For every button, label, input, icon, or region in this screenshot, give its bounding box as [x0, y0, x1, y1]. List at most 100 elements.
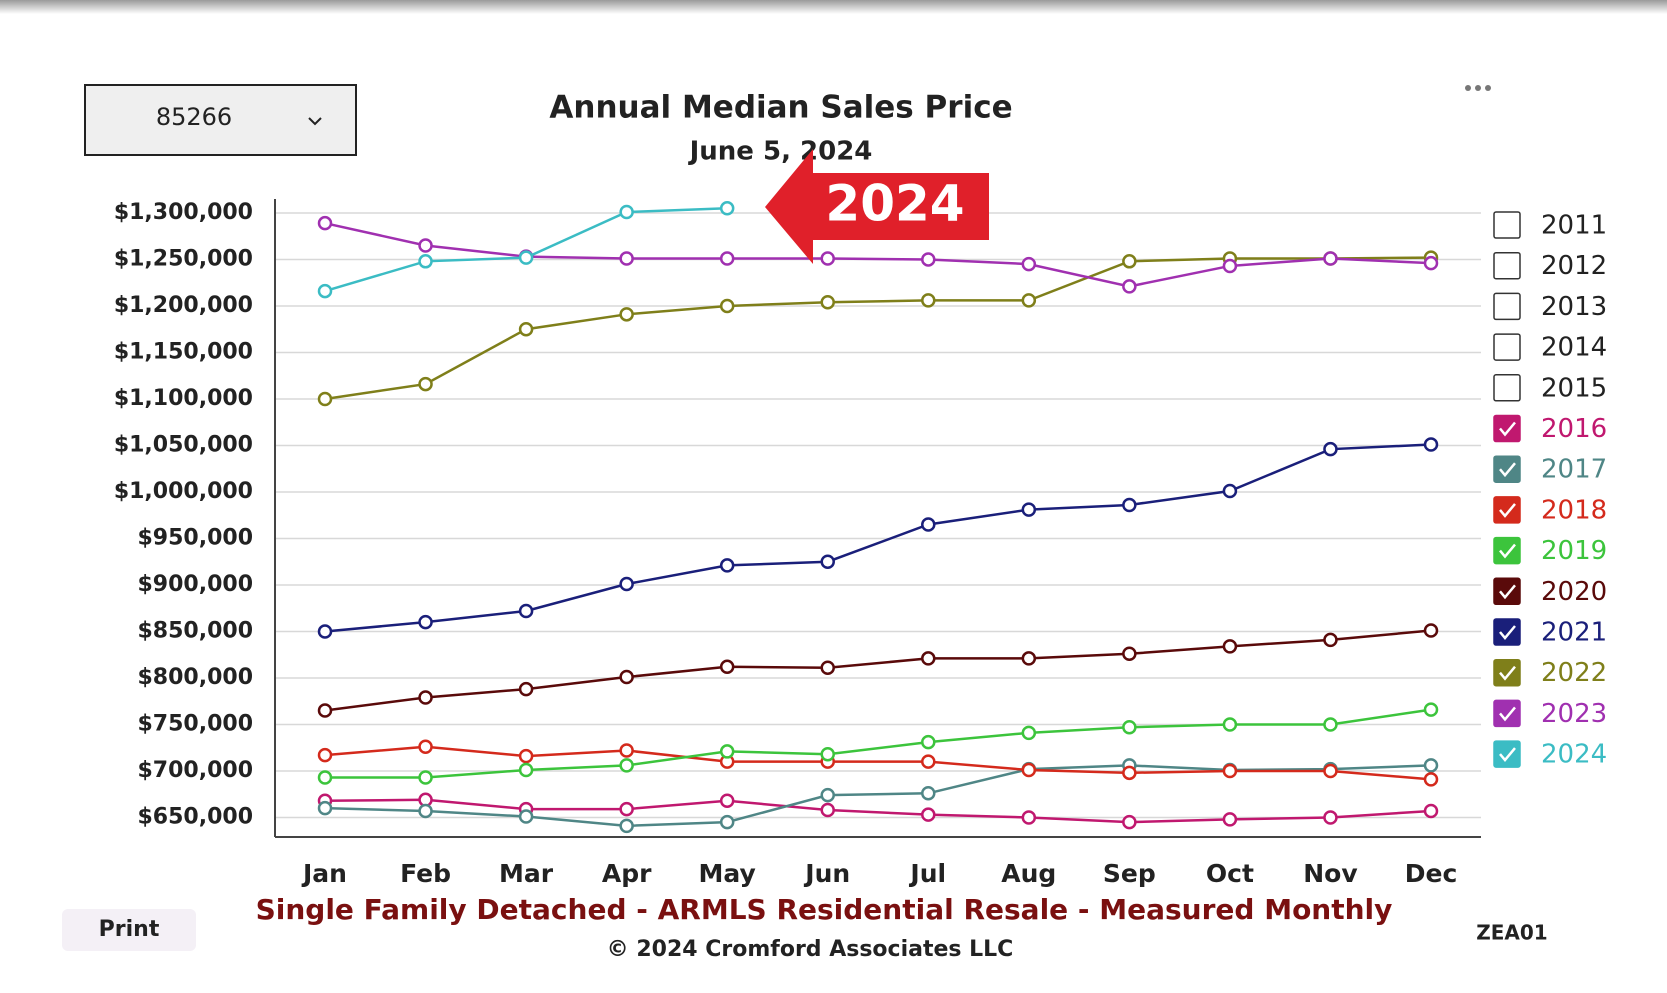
data-point [619, 758, 634, 773]
data-point [1122, 279, 1137, 294]
legend-checkbox[interactable] [1493, 251, 1521, 280]
data-point [1222, 717, 1238, 732]
legend-label: 2012 [1541, 251, 1607, 281]
data-point [619, 204, 634, 220]
data-point [1021, 762, 1037, 778]
y-tick-label: $1,300,000 [114, 200, 253, 225]
x-tick-label: Jan [301, 859, 347, 888]
data-point [1222, 812, 1238, 827]
x-tick-label: Apr [602, 859, 652, 888]
data-point [1021, 502, 1037, 517]
data-point [317, 624, 333, 639]
legend-checkbox[interactable] [1493, 658, 1521, 687]
dropdown-chevron [308, 117, 322, 126]
legend-label: 2020 [1541, 577, 1607, 607]
data-point [418, 254, 433, 269]
legend-label: 2017 [1541, 455, 1607, 485]
data-point [1122, 646, 1137, 662]
legend-checkbox[interactable] [1493, 618, 1521, 646]
legend-checkbox[interactable] [1493, 211, 1521, 239]
data-point [619, 307, 634, 322]
legend-check [1499, 421, 1516, 437]
data-point [719, 659, 735, 675]
copyright: © 2024 Cromford Associates LLC [607, 937, 1014, 962]
print-label: Print [99, 917, 160, 942]
legend-checkbox[interactable] [1493, 333, 1521, 361]
data-point [1122, 765, 1137, 781]
legend-checkbox[interactable] [1493, 292, 1521, 321]
data-point [1323, 810, 1338, 825]
legend-check [1499, 584, 1516, 600]
data-point [921, 293, 936, 308]
data-point [1021, 810, 1037, 825]
series-line [324, 798, 1432, 824]
x-tick-label: Jun [803, 859, 850, 888]
y-tick-label: $950,000 [137, 525, 253, 550]
data-point [820, 554, 835, 569]
x-tick-label: Sep [1103, 859, 1156, 888]
data-point [820, 660, 835, 675]
series-line [324, 443, 1432, 633]
data-point [619, 251, 634, 266]
y-tick-label: $1,150,000 [114, 339, 253, 364]
data-point [1423, 255, 1439, 271]
data-point [1323, 251, 1338, 266]
data-point [619, 576, 634, 592]
data-point [518, 681, 534, 697]
data-point [1021, 293, 1037, 308]
legend-checkbox[interactable] [1493, 699, 1521, 728]
x-tick-label: Mar [499, 859, 554, 888]
menu-dots[interactable] [1465, 85, 1491, 91]
data-point [317, 800, 333, 816]
y-tick-label: $900,000 [137, 572, 253, 597]
legend-label: 2018 [1541, 495, 1607, 525]
legend-checkbox[interactable] [1493, 740, 1521, 768]
legend-label: 2022 [1541, 658, 1607, 688]
legend-checkbox[interactable] [1493, 455, 1521, 483]
data-point [518, 748, 534, 764]
x-tick-label: Oct [1206, 859, 1254, 888]
data-point [518, 603, 534, 619]
data-point [317, 283, 333, 299]
legend-check [1499, 665, 1516, 681]
data-point [1323, 763, 1338, 779]
x-tick-label: Dec [1405, 859, 1458, 888]
legend-checkbox[interactable] [1493, 496, 1521, 524]
data-point [820, 251, 835, 266]
data-point [719, 558, 735, 573]
data-point [1222, 483, 1238, 499]
data-point [1122, 814, 1137, 830]
data-point [1021, 725, 1037, 741]
legend-check [1499, 543, 1516, 559]
data-point [1423, 702, 1439, 717]
data-point [921, 734, 936, 750]
y-tick-label: $700,000 [137, 758, 253, 783]
data-point [619, 818, 634, 834]
legend-label: 2021 [1541, 618, 1607, 648]
x-tick-label: Feb [400, 859, 451, 888]
legend-checkbox[interactable] [1493, 414, 1521, 443]
legend-checkbox[interactable] [1493, 577, 1521, 606]
y-tick-label: $750,000 [137, 711, 253, 736]
data-point [820, 802, 835, 818]
data-point [1122, 254, 1137, 269]
legend-checkbox[interactable] [1493, 536, 1521, 565]
legend-label: 2013 [1541, 292, 1607, 322]
data-point [1021, 256, 1037, 272]
dropdown-value: 85266 [156, 103, 232, 131]
top-bar [0, 0, 1667, 14]
legend-checkbox[interactable] [1493, 374, 1521, 402]
y-tick-label: $650,000 [137, 804, 253, 829]
print-button[interactable] [62, 909, 196, 951]
series-line [324, 221, 1432, 288]
data-point [1122, 497, 1137, 513]
data-point [921, 807, 936, 822]
data-point [921, 754, 936, 769]
data-point [418, 739, 433, 755]
data-point [921, 517, 936, 532]
series-line [325, 708, 1432, 779]
legend-label: 2024 [1541, 740, 1607, 770]
data-point [1423, 758, 1439, 773]
